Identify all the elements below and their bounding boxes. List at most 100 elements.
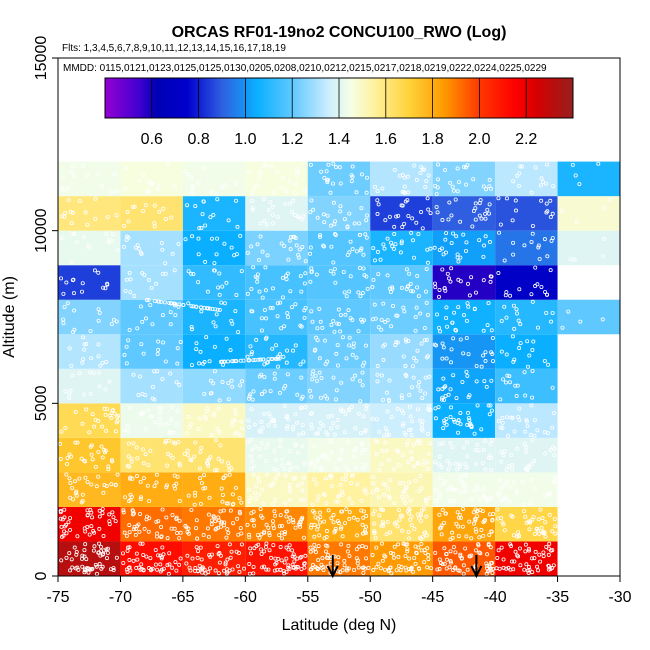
- sample-point: [134, 445, 139, 450]
- sample-point: [391, 555, 396, 560]
- sample-point: [448, 441, 453, 446]
- x-tick-label: -60: [234, 589, 257, 606]
- sample-point: [285, 348, 290, 353]
- sample-point: [385, 273, 390, 278]
- heatmap-cell: [182, 506, 246, 542]
- sample-point: [545, 254, 550, 259]
- sample-point: [275, 314, 280, 319]
- sample-point: [178, 530, 183, 535]
- sample-point: [550, 310, 555, 315]
- sample-point: [552, 516, 557, 521]
- sample-point: [262, 362, 267, 367]
- heatmap-cell: [245, 334, 308, 369]
- sample-point: [481, 184, 486, 189]
- sample-point: [170, 251, 175, 256]
- sample-point: [523, 429, 528, 434]
- sample-point: [106, 464, 111, 469]
- sample-point: [523, 466, 528, 471]
- sample-point: [131, 527, 136, 532]
- sample-point: [516, 318, 521, 323]
- sample-point: [436, 405, 441, 410]
- sample-point: [72, 308, 77, 313]
- sample-point: [396, 463, 401, 468]
- sample-point: [358, 232, 363, 237]
- sample-point: [296, 215, 301, 220]
- sample-point: [524, 449, 529, 454]
- sample-point: [373, 535, 378, 540]
- sample-point: [310, 502, 315, 507]
- sample-point: [283, 201, 288, 206]
- sample-point: [404, 442, 409, 447]
- sample-point: [255, 533, 260, 538]
- sample-point: [226, 397, 231, 402]
- sample-point: [259, 316, 264, 321]
- sample-point: [333, 232, 338, 237]
- sample-point: [522, 243, 527, 248]
- sample-point: [356, 290, 361, 295]
- sample-point: [320, 325, 325, 330]
- sample-point: [385, 520, 390, 525]
- sample-point: [491, 566, 496, 571]
- sample-point: [407, 428, 412, 433]
- sample-point: [488, 279, 493, 284]
- sample-point: [189, 304, 194, 309]
- sample-point: [143, 427, 148, 432]
- sample-point: [380, 519, 385, 524]
- sample-point: [509, 415, 514, 420]
- sample-point: [519, 164, 524, 169]
- sample-point: [150, 322, 155, 327]
- sample-point: [230, 359, 235, 364]
- sample-point: [497, 230, 502, 235]
- sample-point: [126, 429, 131, 434]
- sample-point: [455, 510, 460, 515]
- sample-point: [107, 512, 112, 517]
- sample-point: [338, 482, 343, 487]
- sample-point: [350, 352, 355, 357]
- sample-point: [366, 565, 371, 570]
- sample-point: [380, 541, 385, 546]
- sample-point: [318, 520, 323, 525]
- sample-point: [481, 278, 486, 283]
- sample-point: [339, 542, 344, 547]
- sample-point: [275, 567, 280, 572]
- sample-point: [539, 285, 544, 290]
- sample-point: [251, 389, 256, 394]
- sample-point: [412, 163, 417, 168]
- sample-point: [451, 568, 456, 573]
- sample-point: [441, 482, 446, 487]
- sample-point: [302, 497, 307, 502]
- sample-point: [437, 287, 442, 292]
- sample-point: [217, 560, 222, 565]
- sample-point: [323, 543, 328, 548]
- sample-point: [80, 421, 85, 426]
- sample-point: [138, 250, 143, 255]
- sample-point: [83, 210, 88, 215]
- sample-point: [168, 322, 173, 327]
- sample-point: [99, 183, 104, 188]
- sample-point: [463, 462, 468, 467]
- sample-point: [198, 349, 203, 354]
- sample-point: [400, 423, 405, 428]
- sample-point: [178, 556, 183, 561]
- sample-point: [330, 484, 335, 489]
- sample-point: [426, 173, 431, 178]
- sample-point: [69, 557, 74, 562]
- sample-point: [197, 563, 202, 568]
- sample-point: [489, 468, 494, 473]
- sample-point: [350, 247, 355, 252]
- sample-point: [82, 342, 87, 347]
- sample-point: [392, 232, 397, 237]
- sample-point: [153, 420, 158, 425]
- sample-point: [523, 542, 528, 547]
- sample-point: [248, 454, 253, 459]
- sample-point: [433, 416, 438, 421]
- sample-point: [338, 204, 343, 209]
- sample-point: [266, 567, 271, 572]
- sample-point: [313, 464, 318, 469]
- sample-point: [379, 327, 384, 332]
- sample-point: [515, 446, 520, 451]
- sample-point: [408, 517, 413, 522]
- sample-point: [94, 484, 99, 489]
- sample-point: [490, 336, 495, 341]
- sample-point: [487, 240, 492, 245]
